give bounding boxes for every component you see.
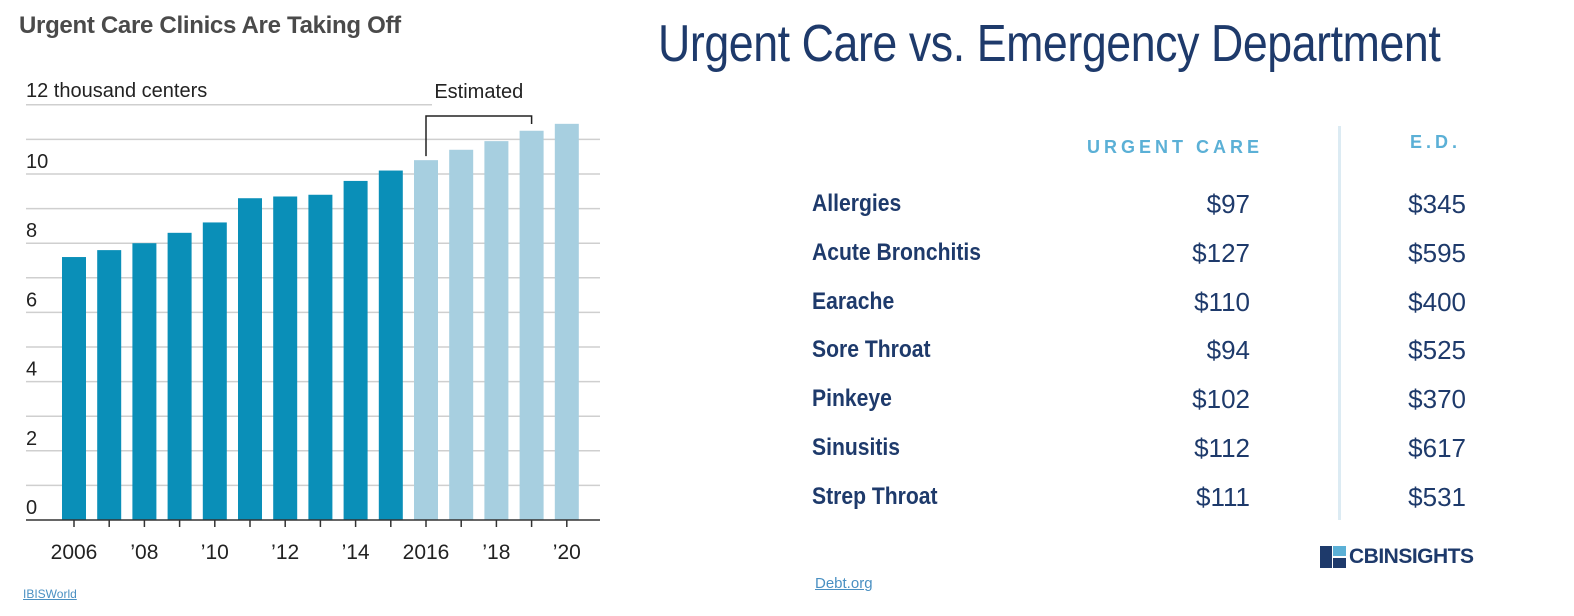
ed-price: $531: [1408, 481, 1466, 512]
ibisworld-source-link[interactable]: IBISWorld: [23, 587, 77, 601]
left-chart-title: Urgent Care Clinics Are Taking Off: [19, 12, 401, 39]
y-tick-label: 2: [26, 428, 37, 450]
bar-2017: [449, 149, 474, 520]
ed-price: $525: [1408, 335, 1466, 366]
ed-price: $370: [1408, 384, 1466, 415]
estimated-bracket: [425, 115, 533, 157]
y-tick-label: 6: [26, 289, 37, 311]
condition-label: Sore Throat: [812, 336, 931, 364]
urgent-care-price: $102: [1192, 384, 1250, 415]
bar-2020: [554, 123, 579, 520]
bar-2007: [97, 250, 122, 520]
condition-label: Sinusitis: [812, 434, 901, 461]
bar-2015: [378, 170, 403, 521]
y-tick-label: 8: [26, 220, 37, 242]
ed-price: $595: [1408, 237, 1466, 268]
debt-org-source-link[interactable]: Debt.org: [815, 575, 873, 592]
bar-2006: [62, 257, 86, 520]
x-tick-label: ’18: [482, 541, 510, 564]
urgent-care-price: $110: [1194, 286, 1250, 317]
urgent-care-price: $127: [1192, 237, 1250, 268]
comparison-title: Urgent Care vs. Emergency Department: [658, 15, 1441, 73]
x-tick-label: ’20: [553, 541, 581, 564]
column-divider: [1338, 126, 1341, 520]
ed-price: $400: [1408, 286, 1466, 317]
y-axis-unit-label: 12 thousand centers: [26, 80, 207, 102]
bar-2012: [273, 196, 298, 521]
bar-2008: [132, 243, 157, 520]
urgent-care-price: $94: [1206, 335, 1250, 366]
bar-2014: [343, 180, 368, 521]
y-tick-label: 10: [26, 151, 48, 173]
y-tick-label: 4: [26, 359, 37, 381]
bar-2011: [238, 198, 262, 520]
ed-price: $617: [1408, 433, 1466, 463]
condition-label: Earache: [812, 287, 895, 315]
bar-2013: [308, 194, 333, 520]
condition-label: Allergies: [812, 190, 902, 217]
bar-2009: [167, 232, 192, 520]
condition-label: Acute Bronchitis: [812, 238, 981, 266]
x-tick-label: ’08: [130, 541, 158, 564]
x-tick-label: ’14: [342, 541, 370, 564]
cbinsights-logo-text: CBINSIGHTS: [1349, 545, 1474, 568]
cbinsights-logo: CBINSIGHTS: [1320, 544, 1474, 570]
urgent-care-price: $112: [1194, 433, 1250, 463]
condition-label: Pinkeye: [812, 385, 892, 413]
x-tick-label: 2016: [403, 541, 450, 564]
condition-label: Strep Throat: [812, 482, 938, 510]
urgent-care-column-header: URGENT CARE: [1087, 137, 1264, 157]
cb-logo-icon: [1320, 546, 1346, 568]
x-tick-label: 2006: [51, 541, 98, 564]
bar-2010: [202, 222, 227, 520]
urgent-care-price: $97: [1206, 189, 1250, 219]
ed-column-header: E.D.: [1410, 132, 1462, 152]
y-tick-label: 0: [26, 497, 37, 519]
ed-price: $345: [1408, 189, 1466, 219]
bar-2016: [414, 160, 438, 520]
bar-chart: 0 2 4 6 8 10 12 thousand centers 2006 ’08 ’10 ’12 ’…: [26, 80, 600, 564]
bar-2018: [484, 141, 509, 520]
estimated-annotation: Estimated: [434, 81, 523, 103]
x-tick-label: ’12: [271, 541, 299, 564]
x-tick-label: ’10: [201, 541, 229, 564]
left-chart-panel: Urgent Care Clinics Are Taking Off 0 2 4 6 8…: [0, 0, 620, 616]
urgent-care-price: $111: [1196, 481, 1250, 512]
bar-2019: [519, 130, 544, 520]
